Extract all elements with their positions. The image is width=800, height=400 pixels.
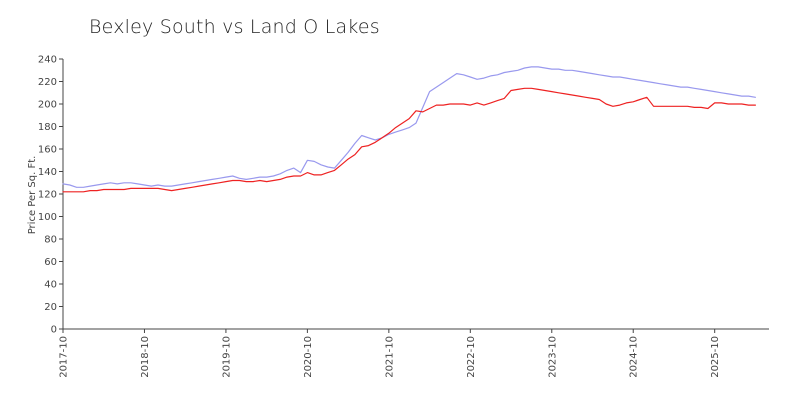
y-tick-label: 160 [38,145,57,156]
y-tick-label: 80 [44,235,57,246]
y-tick-label: 60 [44,257,57,268]
y-tick-label: 200 [38,100,57,111]
x-tick-label: 2021-10 [384,336,395,378]
x-tick-label: 2024-10 [629,336,640,378]
series-line-1 [62,66,757,188]
x-tick-label: 2018-10 [140,336,151,378]
y-axis-label: Price Per Sq. Ft. [27,156,38,235]
x-tick-label: 2017-10 [59,336,70,378]
x-tick-label: 2023-10 [547,336,558,378]
y-tick-label: 0 [51,325,57,336]
x-tick-label: 2020-10 [303,336,314,378]
x-tick-label: 2022-10 [466,336,477,378]
axes-layer: 0 20 40 60 80 100 120 140 160 180 200 220 240 2017-10… [38,55,769,378]
y-tick-label: 140 [38,167,57,178]
y-tick-label: 240 [38,55,57,66]
y-tick-label: 120 [38,190,57,201]
series-layer [62,66,757,193]
x-tick-label: 2019-10 [221,336,232,378]
chart-title: Bexley South vs Land O Lakes [89,16,380,38]
y-tick-label: 40 [44,280,57,291]
x-tick-label: 2025-10 [710,336,721,378]
y-tick-label: 100 [38,212,57,223]
y-tick-label: 20 [44,302,57,313]
y-tick-label: 220 [38,77,57,88]
y-tick-label: 180 [38,122,57,133]
series-line-2 [62,87,757,193]
